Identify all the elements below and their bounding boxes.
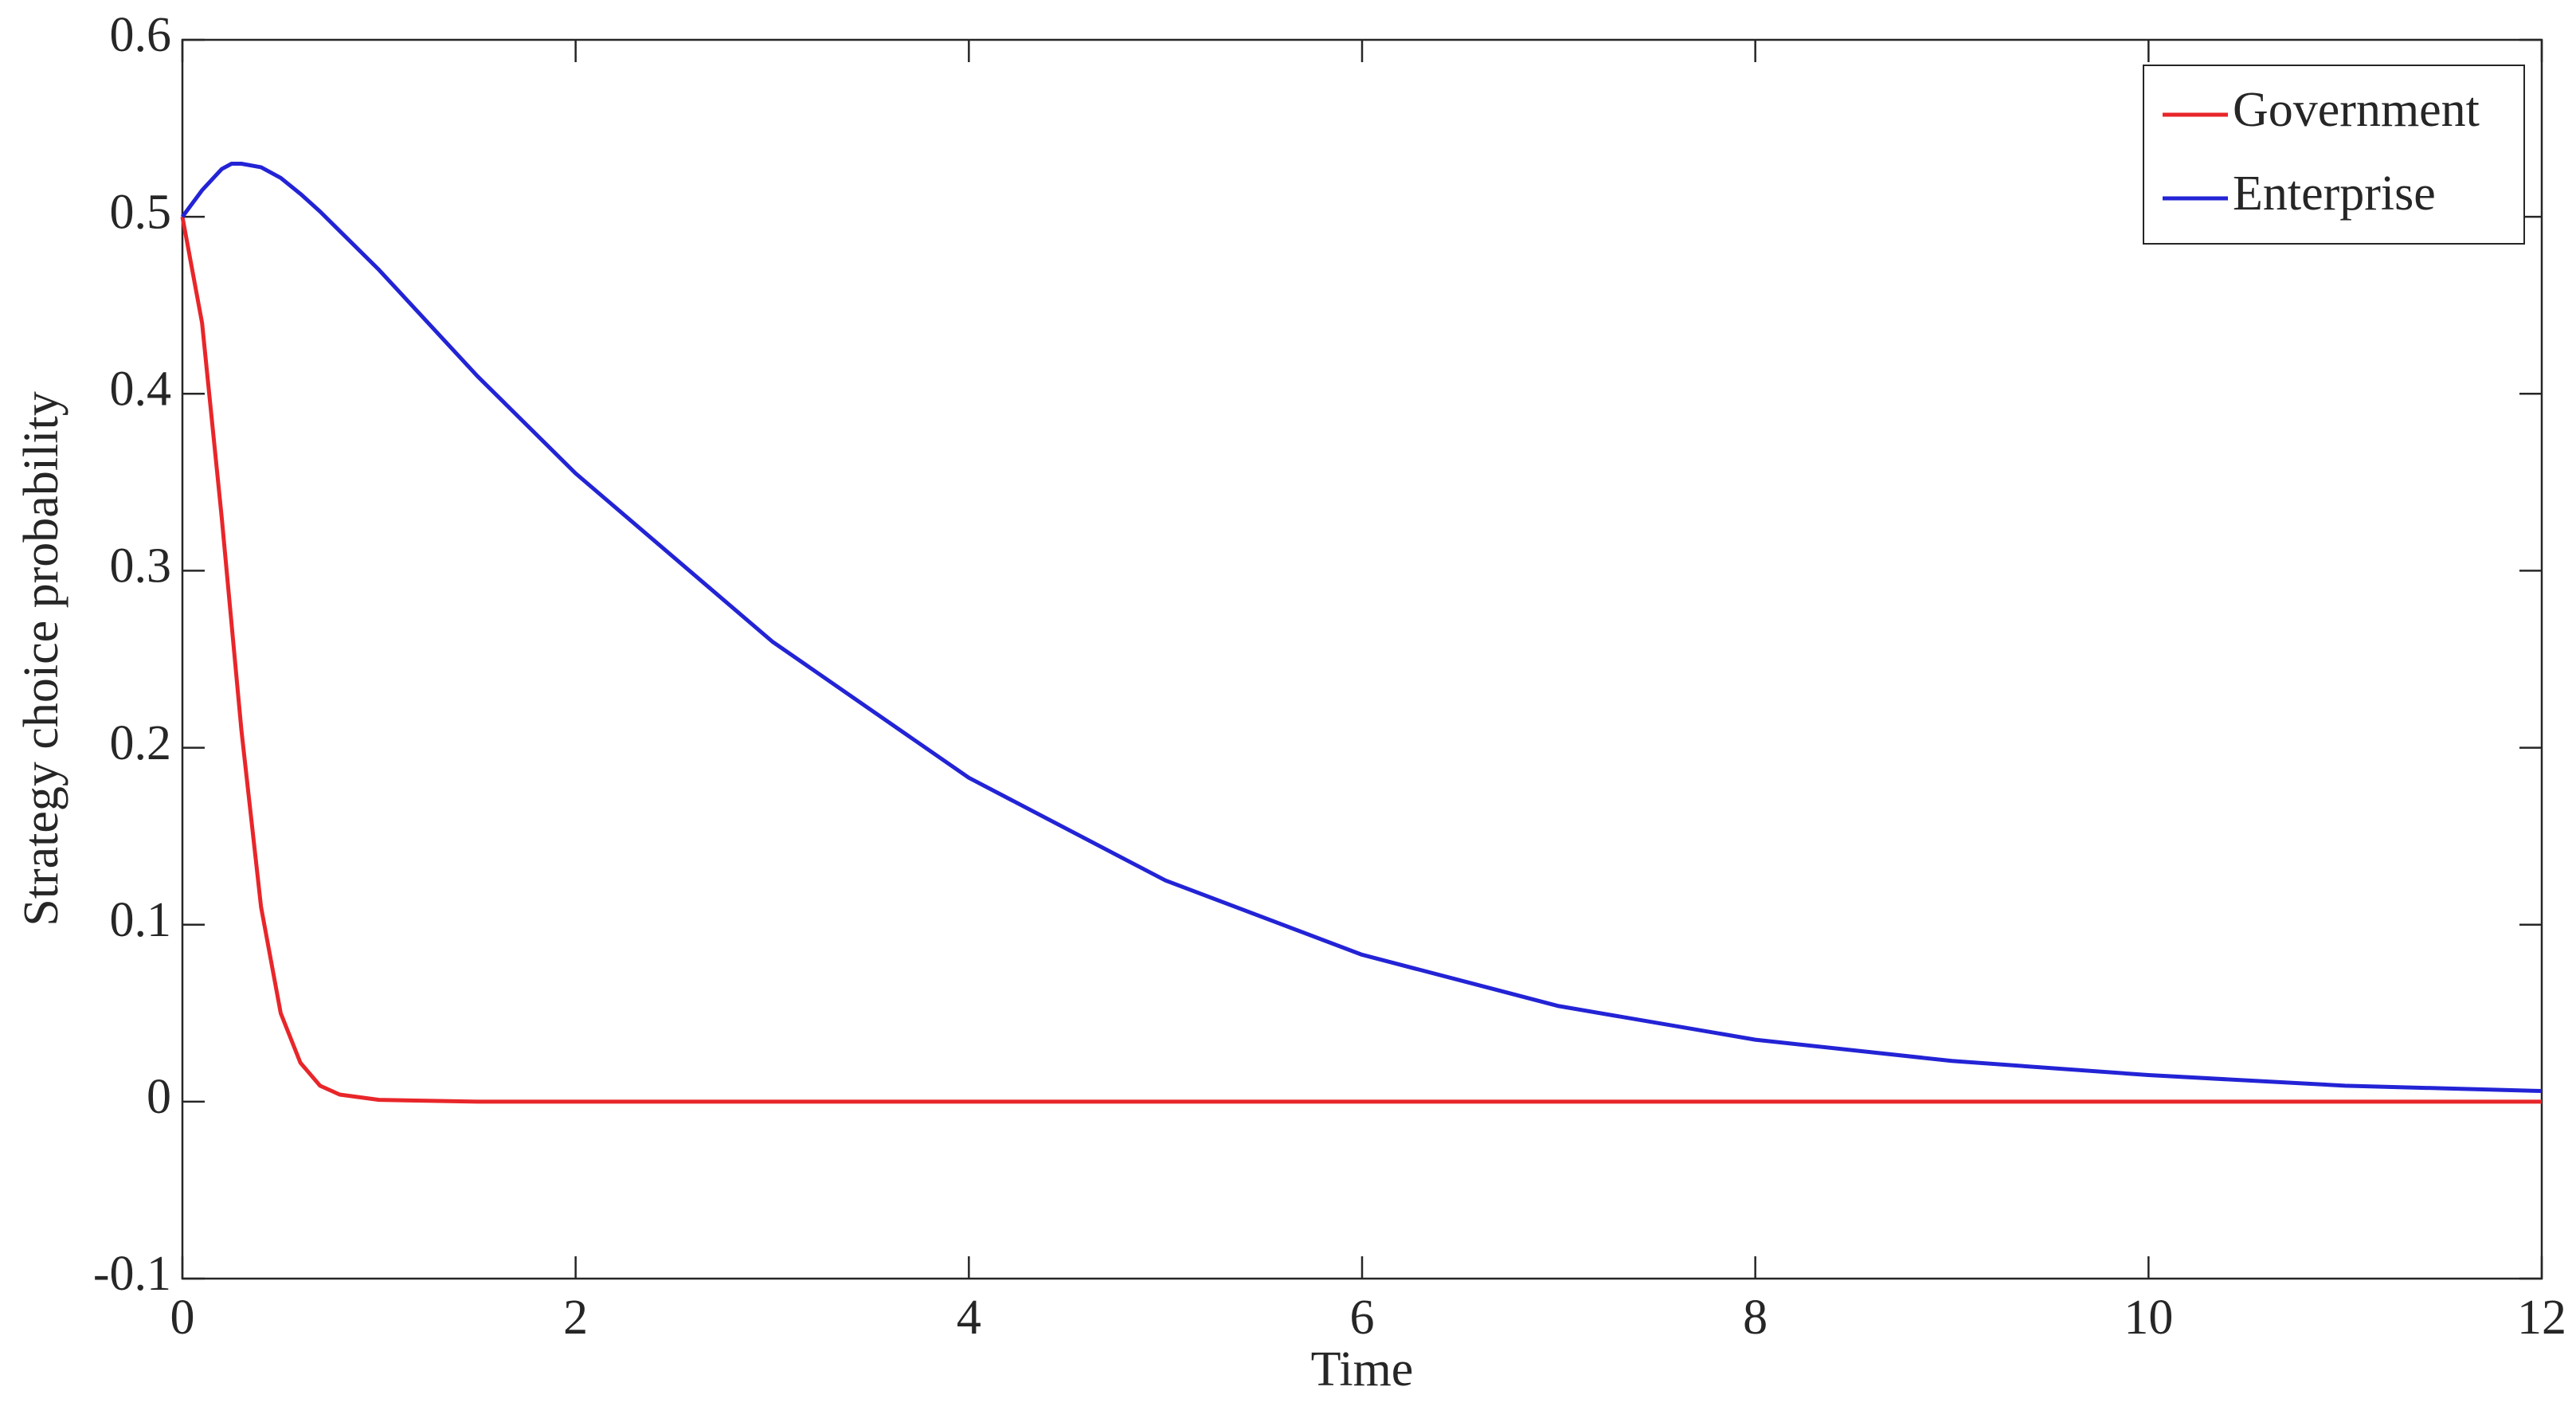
y-axis-label: Strategy choice probability [14, 391, 69, 926]
y-tick-label: 0.1 [110, 893, 172, 947]
y-tick-label: 0.3 [110, 539, 172, 593]
y-tick-label: -0.1 [93, 1247, 171, 1301]
x-tick-label: 12 [2517, 1291, 2566, 1345]
x-tick-label: 6 [1350, 1291, 1375, 1345]
legend-label: Government [2233, 83, 2480, 137]
x-tick-label: 2 [563, 1291, 588, 1345]
y-tick-label: 0.5 [110, 185, 172, 239]
y-tick-label: 0 [147, 1070, 171, 1124]
legend-label: Enterprise [2233, 166, 2436, 221]
y-tick-label: 0.4 [110, 362, 172, 417]
x-tick-label: 4 [957, 1291, 981, 1345]
legend-box [2143, 65, 2525, 245]
series-line [180, 216, 2542, 1104]
x-axis-label: Time [1311, 1342, 1414, 1397]
x-tick-label: 0 [170, 1291, 195, 1345]
series-line [180, 162, 2543, 1094]
y-tick-label: 0.6 [110, 8, 172, 62]
y-tick-label: 0.2 [110, 716, 172, 770]
x-tick-label: 10 [2124, 1291, 2173, 1345]
plot-area [181, 38, 2543, 1280]
x-tick-label: 8 [1743, 1291, 1768, 1345]
